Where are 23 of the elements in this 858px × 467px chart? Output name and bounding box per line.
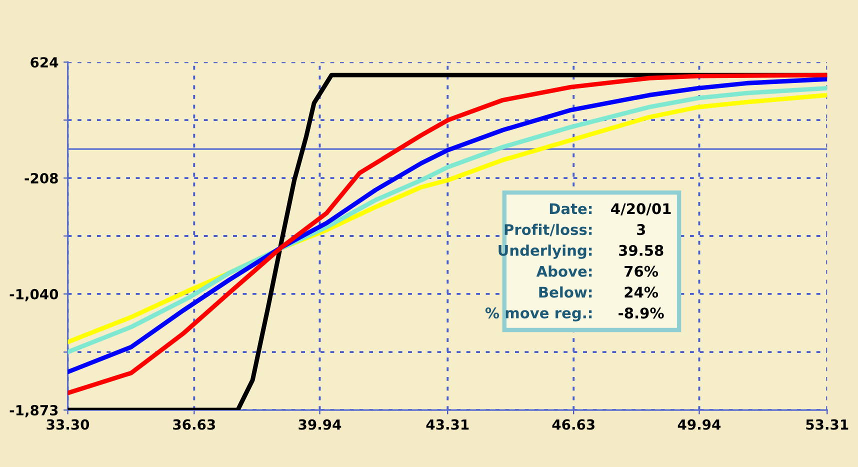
y-tick-label: -208 bbox=[24, 173, 58, 184]
x-tick-label: 43.31 bbox=[426, 419, 469, 430]
annotation: 24% bbox=[624, 286, 658, 298]
annotation: 76% bbox=[624, 266, 658, 277]
x-tick-label: 39.94 bbox=[298, 419, 342, 430]
x-tick-label: 33.30 bbox=[46, 419, 90, 430]
annotation: 39.58 bbox=[618, 244, 664, 256]
annotation: Above: bbox=[536, 266, 592, 277]
y-tick-label: -1,040 bbox=[10, 288, 58, 302]
x-tick-label: 53.31 bbox=[806, 419, 848, 430]
x-tick-label: 46.63 bbox=[552, 419, 594, 430]
y-tick-label: 624 bbox=[30, 57, 58, 68]
x-tick-label: 49.94 bbox=[678, 419, 721, 430]
annotation: 3 bbox=[636, 224, 645, 236]
annotation: -8.9% bbox=[618, 308, 664, 319]
annotation: Date: bbox=[550, 203, 592, 214]
y-tick-label: -1,873 bbox=[10, 404, 58, 418]
annotation: Below: bbox=[539, 286, 592, 298]
annotation: % move reg.: bbox=[485, 307, 592, 322]
x-tick-label: 36.63 bbox=[173, 419, 216, 430]
annotation: Underlying: bbox=[498, 244, 592, 259]
annotation: Profit/loss: bbox=[504, 224, 592, 236]
annotation: 4/20/01 bbox=[611, 203, 671, 216]
